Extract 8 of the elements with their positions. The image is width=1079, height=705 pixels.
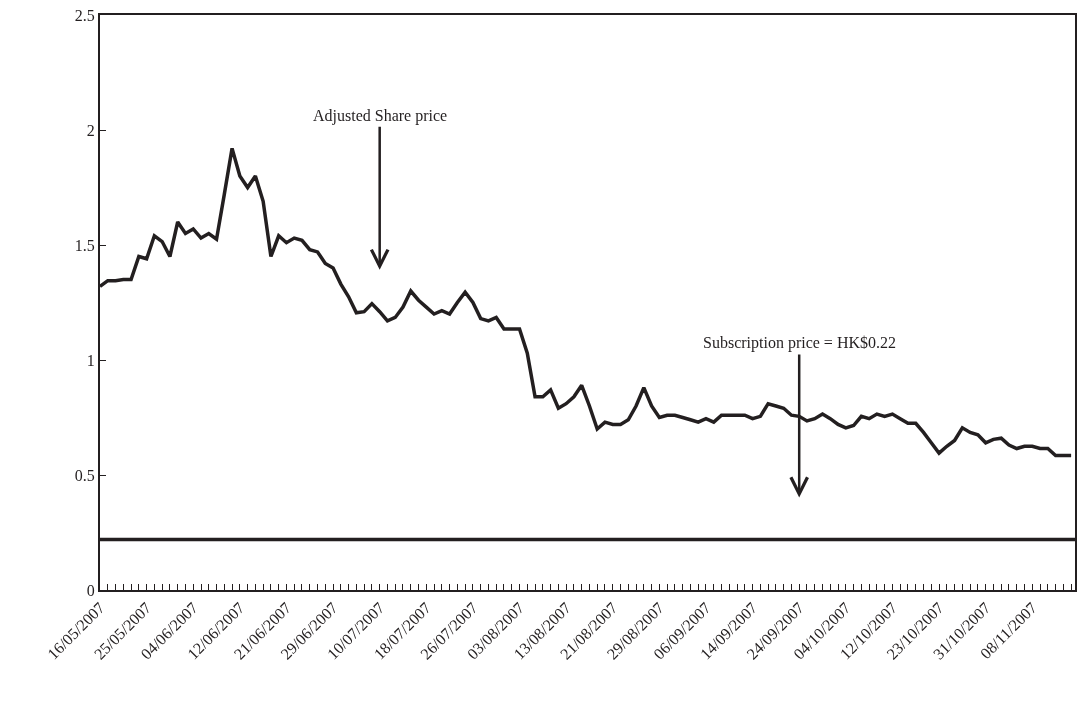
y-tick-label: 0 [86,581,95,599]
annotation: Adjusted Share price [313,107,448,125]
annotation: Subscription price = HK$0.22 [703,334,896,352]
y-tick-label: 1.5 [74,236,95,254]
y-tick-label: 1 [86,351,95,369]
y-tick-label: 0.5 [74,466,95,484]
y-tick-label: 2 [86,121,95,139]
y-tick-label: 2.5 [74,6,95,24]
